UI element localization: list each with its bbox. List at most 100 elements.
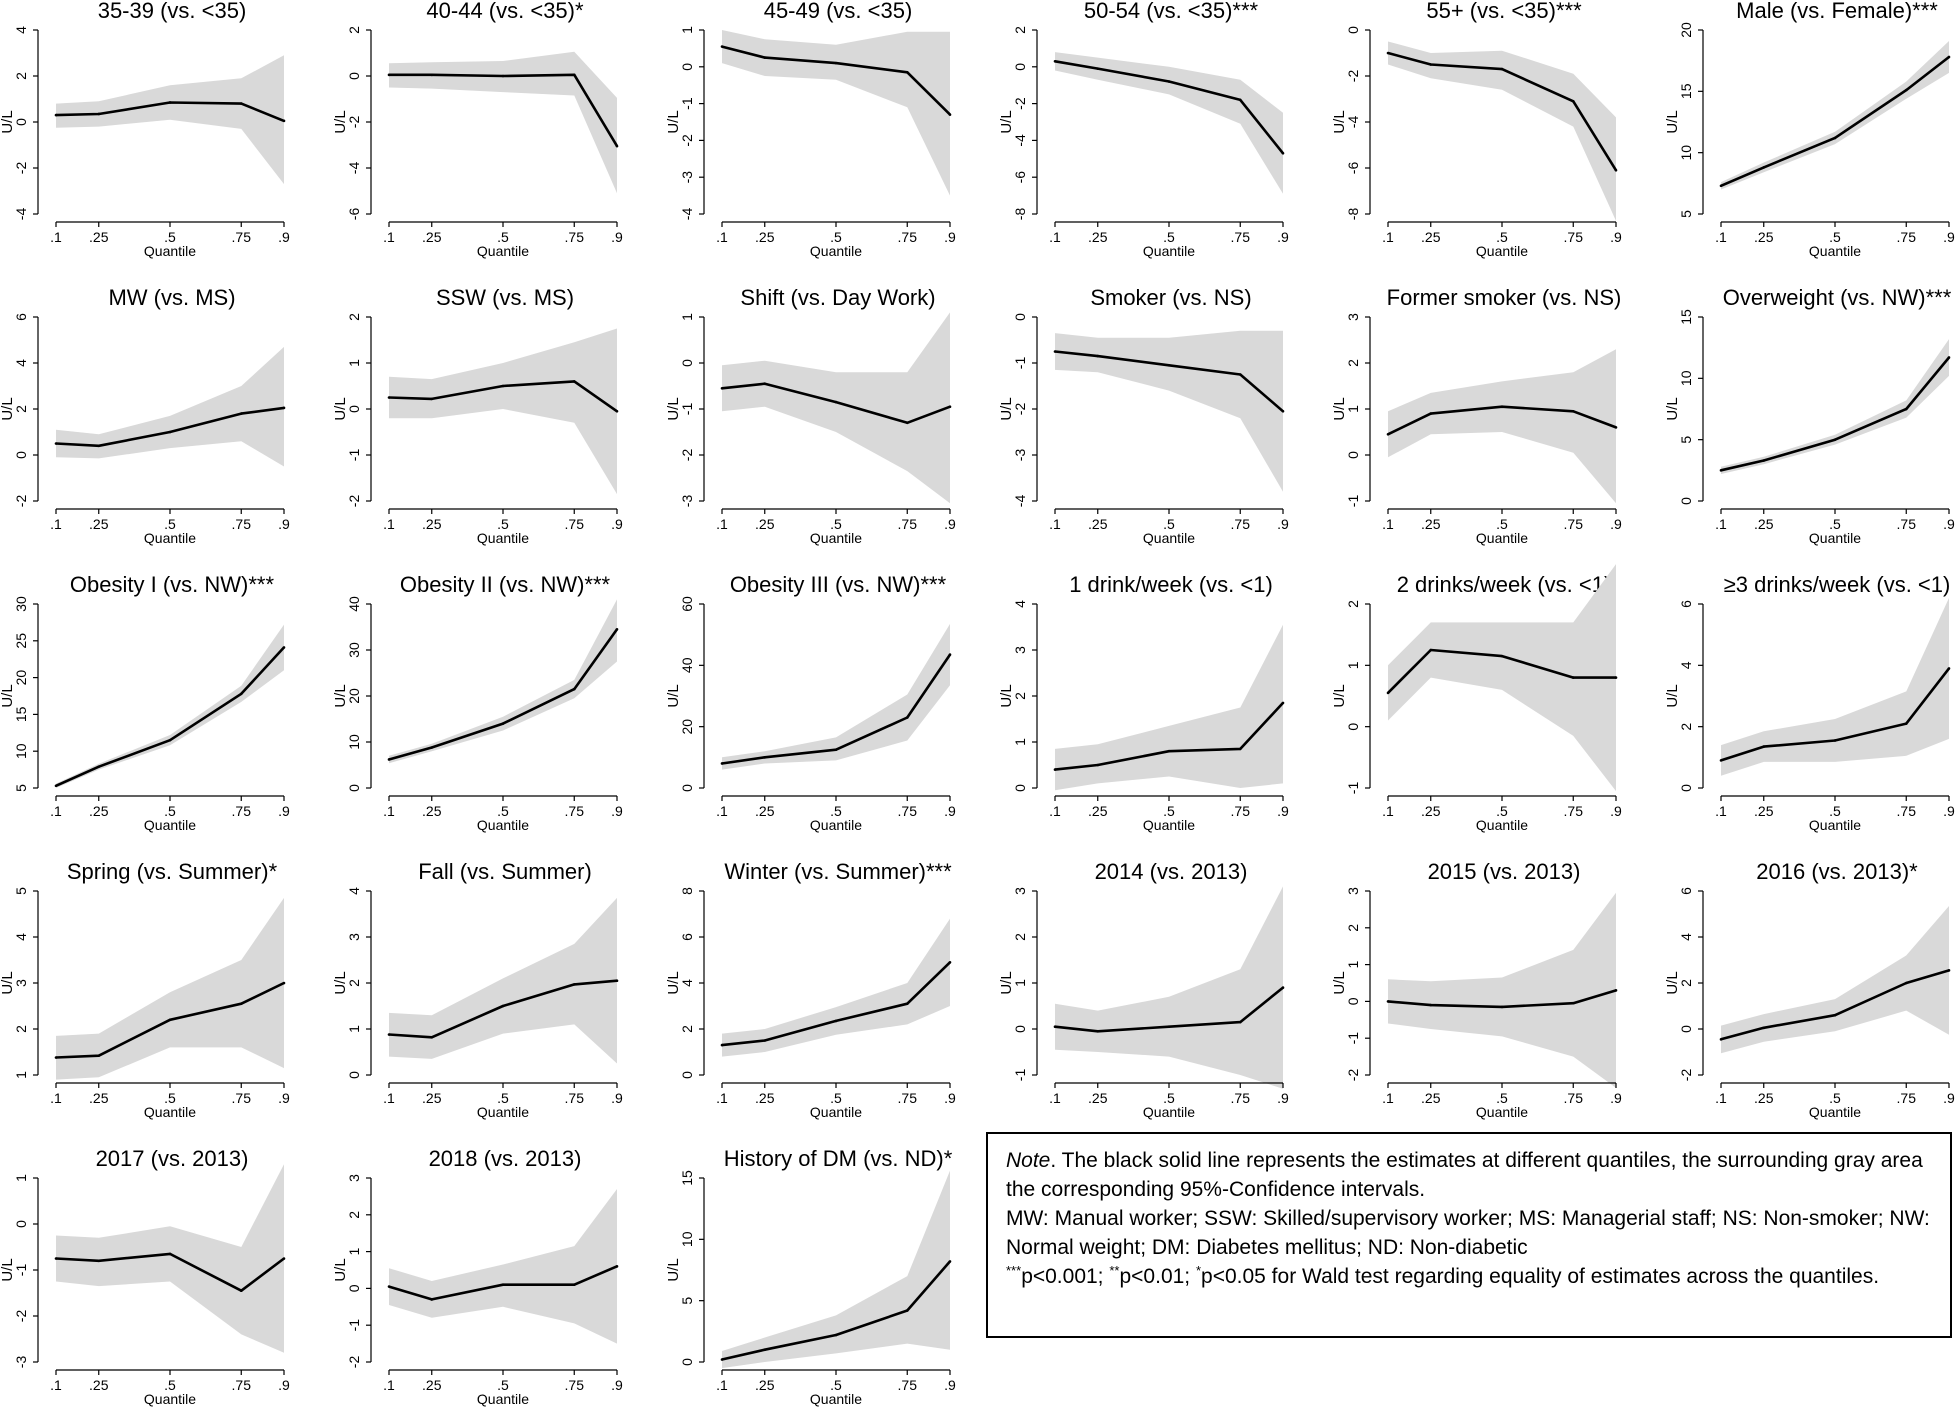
y-tick-label: -1	[1012, 1069, 1028, 1082]
x-tick-label: .5	[497, 516, 509, 532]
y-tick-label: -1	[1345, 1032, 1361, 1045]
y-tick-label: 0	[1345, 26, 1361, 34]
estimate-point	[1167, 1025, 1171, 1028]
x-tick-label: .5	[830, 229, 842, 245]
chart-svg: Former smoker (vs. NS) -1 0 1 2 3 U/L .1 .25 .5 .7…	[1331, 285, 1622, 546]
note-abbreviations: MW: Manual worker; SSW: Skilled/supervis…	[1006, 1207, 1930, 1259]
estimate-point	[387, 396, 391, 399]
y-tick-label: 4	[1678, 661, 1694, 669]
y-tick-label: 40	[346, 596, 362, 612]
estimate-point	[1429, 1003, 1433, 1007]
y-axis-label: U/L	[0, 1258, 16, 1281]
x-tick-label: .75	[898, 229, 918, 245]
ci-band	[722, 1170, 950, 1369]
estimate-point	[720, 387, 724, 390]
y-tick-label: 2	[346, 313, 362, 321]
x-tick-label: .25	[422, 803, 442, 819]
y-tick-label: -3	[1012, 449, 1028, 462]
x-tick-label: .75	[1564, 229, 1584, 245]
estimate-point	[239, 102, 243, 105]
x-tick-label: .1	[716, 516, 728, 532]
chart-title: Overweight (vs. NW)***	[1723, 285, 1952, 310]
x-tick-label: .9	[278, 229, 290, 245]
estimate-point	[572, 380, 576, 383]
x-tick-label: .9	[1943, 803, 1955, 819]
chart-panel: Obesity I (vs. NW)*** 5 10 15 20 25 30 U/L .1 .25…	[0, 572, 316, 854]
estimate-point	[54, 1056, 58, 1059]
y-axis-label: U/L	[332, 971, 349, 994]
estimate-point	[282, 646, 286, 649]
y-tick-label: 5	[1678, 436, 1694, 444]
y-tick-label: -1	[1345, 782, 1361, 795]
chart-panel: Obesity III (vs. NW)*** 0 20 40 60 U/L .1 .25 .5…	[665, 572, 982, 854]
y-tick-label: -2	[346, 116, 362, 129]
estimate-point	[97, 765, 101, 768]
y-tick-label: 40	[679, 657, 695, 673]
estimate-point	[615, 1265, 619, 1268]
y-tick-label: -4	[679, 208, 695, 221]
estimate-point	[763, 1039, 767, 1042]
y-tick-label: 4	[346, 887, 362, 895]
estimate-point	[387, 73, 391, 77]
note-paragraph: Note. The black solid line represents th…	[1006, 1146, 1934, 1204]
chart-panel: 40-44 (vs. <35)* -6 -4 -2 0 2 U/L .1 .25 .5 .75 .9 Q…	[332, 0, 649, 280]
y-tick-label: 0	[346, 405, 362, 413]
estimate-point	[1904, 981, 1908, 985]
y-tick-label: 3	[1345, 887, 1361, 895]
chart-svg: 55+ (vs. <35)*** -8 -6 -4 -2 0 U/L .1 .25 .5 .75 .9…	[1331, 0, 1622, 259]
chart-panel: Fall (vs. Summer) 0 1 2 3 4 U/L .1 .25 .5 .75 .9 Qua…	[332, 859, 649, 1141]
x-axis-label: Quantile	[144, 243, 196, 259]
x-tick-label: .1	[716, 803, 728, 819]
estimate-point	[1904, 407, 1908, 411]
ci-band	[1721, 41, 1949, 190]
estimate-point	[501, 384, 505, 388]
ci-band	[389, 328, 617, 495]
x-tick-label: .5	[1163, 803, 1175, 819]
x-tick-label: .25	[422, 516, 442, 532]
x-tick-label: .25	[755, 229, 775, 245]
ci-band	[722, 312, 950, 504]
estimate-point	[1281, 410, 1285, 413]
x-tick-label: .25	[1421, 803, 1441, 819]
y-tick-label: 2	[346, 979, 362, 987]
chart-panel: Spring (vs. Summer)* 1 2 3 4 5 U/L .1 .25 .5 .75 .9…	[0, 859, 316, 1141]
y-tick-label: 2	[1012, 692, 1028, 700]
x-tick-label: .1	[1715, 803, 1727, 819]
estimate-line	[388, 628, 619, 761]
y-tick-label: -1	[679, 403, 695, 416]
x-tick-label: .9	[278, 1090, 290, 1106]
chart-svg: 45-49 (vs. <35) -4 -3 -2 -1 0 1 U/L .1 .25 .5 .75 .9…	[665, 0, 956, 259]
estimate-point	[387, 1285, 391, 1288]
estimate-point	[1500, 654, 1504, 658]
x-tick-label: .75	[898, 1090, 918, 1106]
x-tick-label: .5	[1829, 1090, 1841, 1106]
estimate-point	[905, 71, 909, 74]
y-tick-label: 5	[1678, 210, 1694, 218]
x-tick-label: .1	[1382, 803, 1394, 819]
x-tick-label: .1	[716, 1090, 728, 1106]
estimate-point	[905, 1002, 909, 1005]
y-tick-label: 20	[346, 688, 362, 704]
x-tick-label: .1	[1049, 516, 1061, 532]
chart-title: 2016 (vs. 2013)*	[1756, 859, 1918, 884]
y-tick-label: 6	[1678, 887, 1694, 895]
ci-band	[1055, 330, 1283, 492]
y-tick-label: 20	[679, 719, 695, 735]
x-tick-label: .9	[611, 229, 623, 245]
estimate-point	[763, 56, 767, 59]
chart-svg: MW (vs. MS) -2 0 2 4 6 U/L .1 .25 .5 .75 .9 Quantile	[0, 285, 290, 546]
chart-svg: 50-54 (vs. <35)*** -8 -6 -4 -2 0 2 U/L .1 .25 .5 .7…	[998, 0, 1289, 259]
y-tick-label: 2	[1678, 979, 1694, 987]
estimate-point	[501, 74, 505, 78]
chart-panel: 2014 (vs. 2013) -1 0 1 2 3 U/L .1 .25 .5 .75 .9 Quan…	[998, 859, 1315, 1141]
estimate-point	[834, 1019, 838, 1023]
note-lead: Note	[1006, 1149, 1051, 1172]
y-tick-label: 1	[1345, 960, 1361, 968]
estimate-point	[168, 101, 172, 104]
x-tick-label: .1	[50, 516, 62, 532]
sig3-text: p<0.001;	[1021, 1265, 1110, 1288]
estimate-point	[1571, 100, 1575, 103]
y-tick-label: 6	[1678, 600, 1694, 608]
ci-band	[1388, 41, 1616, 221]
